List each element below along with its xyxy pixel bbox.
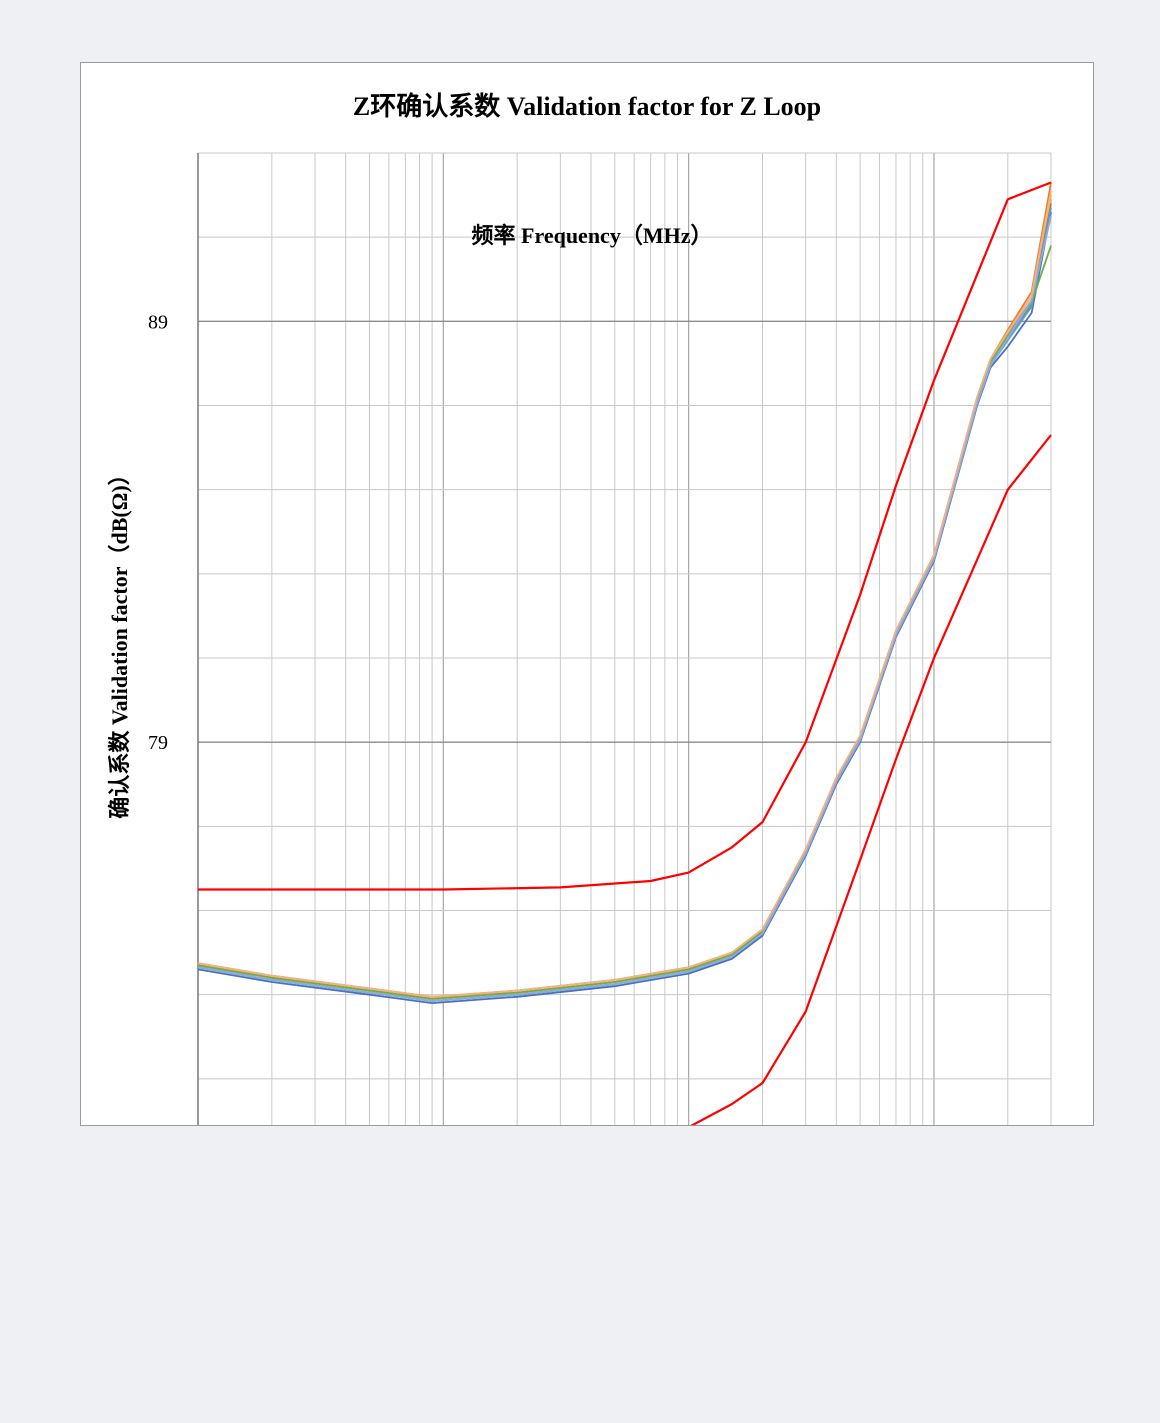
y-axis-title: 确认系数 Validation factor（dB(Ω)） — [107, 463, 132, 818]
series-line-8 — [197, 190, 1052, 998]
chart-title: Z环确认系数 Validation factor for Z Loop — [353, 91, 821, 121]
series-line-9 — [198, 181, 1052, 891]
grid — [197, 152, 1052, 1125]
series-layer — [197, 181, 1052, 1125]
y-tick-label: 79 — [148, 732, 168, 754]
chart-area: Z环确认系数 Validation factor for Z Loop 0. 0… — [80, 62, 1094, 1126]
axes — [197, 153, 199, 1125]
x-axis-title: 频率 Frequency（MHz） — [472, 223, 713, 248]
series-line-10 — [690, 434, 1052, 1125]
tick-labels: 0. 010. 1110697989 — [148, 311, 168, 754]
y-tick-label: 89 — [148, 311, 168, 333]
series-line-7 — [197, 215, 1052, 1002]
chart-svg: Z环确认系数 Validation factor for Z Loop 0. 0… — [107, 91, 1052, 1125]
